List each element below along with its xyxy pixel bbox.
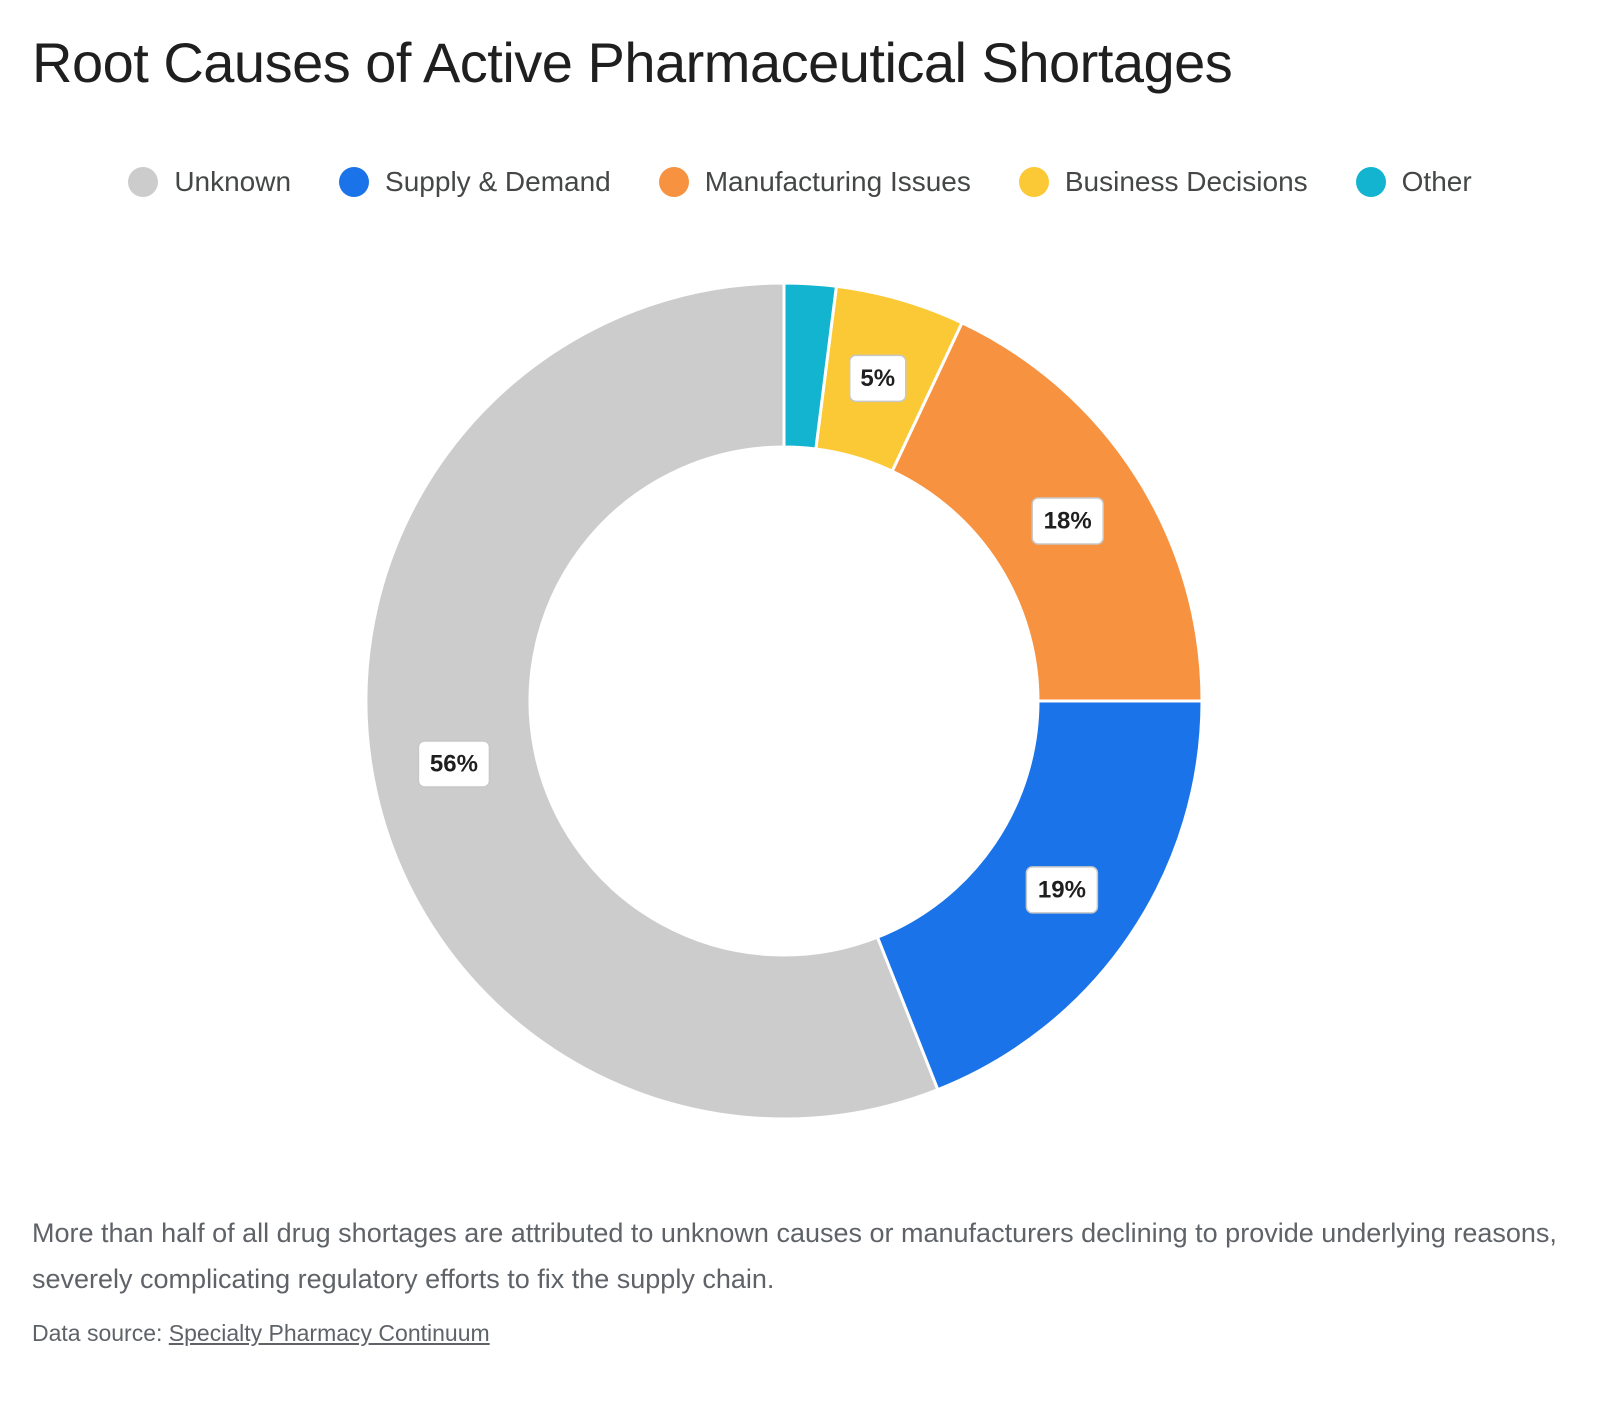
data-label-box-business-decisions xyxy=(848,354,907,403)
donut-slices xyxy=(364,281,1204,1121)
donut-chart-area: 56% 19% 18% 5% xyxy=(0,250,1600,1170)
donut-slice-other[interactable] xyxy=(782,281,838,451)
data-label-box-supply-demand xyxy=(1025,866,1099,914)
data-source-prefix: Data source: xyxy=(32,1320,169,1346)
legend-swatch-other xyxy=(1355,167,1386,197)
data-label-text-manufacturing-issues: 18% xyxy=(1044,507,1092,534)
data-label-box-unknown xyxy=(417,740,491,788)
legend-swatch-business-decisions xyxy=(1018,167,1049,197)
data-label-unknown: 56% xyxy=(417,740,491,788)
legend-item-supply-demand[interactable]: Supply & Demand xyxy=(339,166,611,198)
legend-label-manufacturing-issues: Manufacturing Issues xyxy=(704,166,971,197)
donut-slice-unknown[interactable] xyxy=(364,281,940,1121)
legend-label-unknown: Unknown xyxy=(174,166,292,197)
chart-caption: More than half of all drug shortages are… xyxy=(32,1218,1557,1294)
legend-swatch-supply-demand xyxy=(339,167,370,197)
legend-swatch-unknown xyxy=(128,167,159,197)
data-label-supply-demand: 19% xyxy=(1025,866,1099,914)
legend-label-business-decisions: Business Decisions xyxy=(1064,166,1308,197)
donut-chart: 56% 19% 18% 5% xyxy=(364,281,1204,1121)
legend-item-business-decisions[interactable]: Business Decisions xyxy=(1018,166,1308,198)
chart-title: Root Causes of Active Pharmaceutical Sho… xyxy=(32,31,1233,94)
data-label-manufacturing-issues: 18% xyxy=(1031,497,1104,545)
legend-label-supply-demand: Supply & Demand xyxy=(385,166,611,197)
legend-label-other: Other xyxy=(1401,166,1472,197)
donut-data-labels: 56% 19% 18% 5% xyxy=(417,354,1104,914)
legend-swatch-manufacturing-issues xyxy=(658,167,689,197)
data-label-business-decisions: 5% xyxy=(848,354,907,403)
data-source: Data source: Specialty Pharmacy Continuu… xyxy=(32,1320,490,1347)
legend-item-unknown[interactable]: Unknown xyxy=(128,166,291,198)
data-label-text-unknown: 56% xyxy=(430,750,478,777)
data-source-link[interactable]: Specialty Pharmacy Continuum xyxy=(168,1320,490,1346)
data-label-text-supply-demand: 19% xyxy=(1038,876,1086,903)
data-label-box-manufacturing-issues xyxy=(1031,497,1104,545)
legend-item-manufacturing-issues[interactable]: Manufacturing Issues xyxy=(658,166,971,198)
chart-legend: Unknown Supply & Demand Manufacturing Is… xyxy=(0,166,1600,198)
legend-item-other[interactable]: Other xyxy=(1355,166,1472,198)
data-label-text-business-decisions: 5% xyxy=(860,365,895,392)
